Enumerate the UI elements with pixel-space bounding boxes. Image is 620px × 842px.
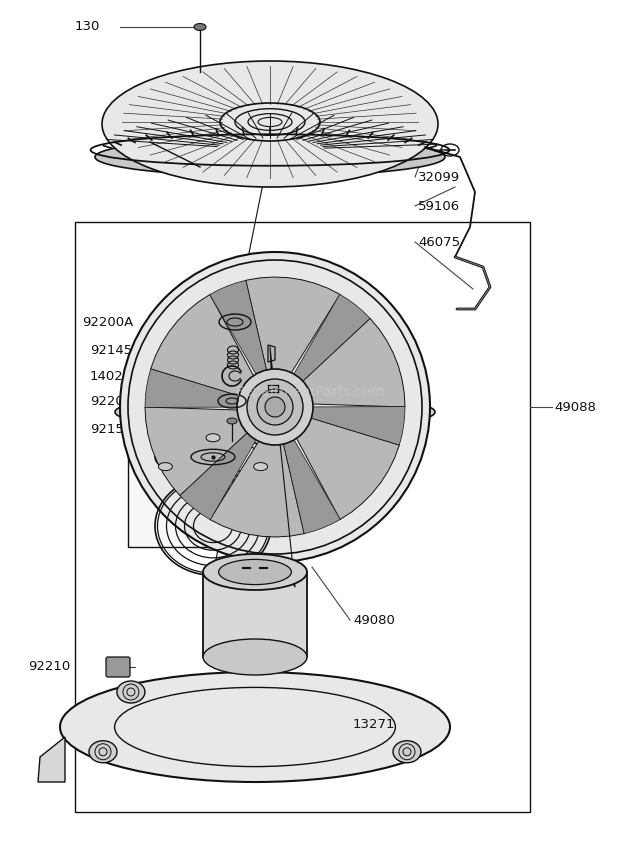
Text: 59106: 59106 <box>418 200 460 212</box>
Text: 92200A: 92200A <box>82 316 133 328</box>
Ellipse shape <box>219 559 291 584</box>
Ellipse shape <box>393 741 421 763</box>
Bar <box>203 572 307 657</box>
Ellipse shape <box>203 554 307 590</box>
Text: 59101: 59101 <box>390 401 432 413</box>
Polygon shape <box>151 295 256 397</box>
Text: 92145A: 92145A <box>350 344 401 356</box>
Ellipse shape <box>203 639 307 675</box>
Text: 49080: 49080 <box>353 614 395 626</box>
Polygon shape <box>291 294 370 385</box>
Bar <box>75 222 530 812</box>
Text: 46075: 46075 <box>418 236 460 248</box>
Polygon shape <box>210 436 304 537</box>
Text: 32099: 32099 <box>418 170 460 184</box>
Ellipse shape <box>206 434 220 442</box>
Ellipse shape <box>60 672 450 782</box>
Ellipse shape <box>102 61 438 187</box>
Bar <box>128 412 313 547</box>
Text: 13271: 13271 <box>353 717 396 731</box>
Polygon shape <box>246 277 340 378</box>
Polygon shape <box>38 737 65 782</box>
Polygon shape <box>210 280 268 380</box>
Ellipse shape <box>115 393 435 431</box>
Text: 92145: 92145 <box>90 344 132 356</box>
Polygon shape <box>180 429 259 520</box>
Ellipse shape <box>265 397 285 417</box>
Ellipse shape <box>95 138 445 176</box>
Ellipse shape <box>254 462 268 471</box>
Polygon shape <box>145 369 244 408</box>
Ellipse shape <box>89 741 117 763</box>
Text: 92145B: 92145B <box>350 466 401 478</box>
Ellipse shape <box>247 379 303 435</box>
Ellipse shape <box>158 462 172 471</box>
Text: 92210: 92210 <box>28 660 70 674</box>
Ellipse shape <box>237 369 313 445</box>
Text: RepairmentParts.com: RepairmentParts.com <box>236 385 384 399</box>
Ellipse shape <box>194 24 206 30</box>
Text: 130: 130 <box>75 19 100 33</box>
Text: 92200: 92200 <box>90 395 132 408</box>
Polygon shape <box>294 417 399 520</box>
Ellipse shape <box>257 389 293 425</box>
Polygon shape <box>282 434 340 534</box>
Text: 13165: 13165 <box>350 377 392 391</box>
Text: 92151: 92151 <box>90 423 133 435</box>
Ellipse shape <box>227 418 237 424</box>
Ellipse shape <box>117 681 145 703</box>
Polygon shape <box>306 407 405 445</box>
Ellipse shape <box>120 252 430 562</box>
Polygon shape <box>298 318 405 407</box>
FancyBboxPatch shape <box>106 657 130 677</box>
Polygon shape <box>145 407 252 496</box>
Text: 49088: 49088 <box>554 401 596 413</box>
Text: 14020: 14020 <box>90 370 132 382</box>
Bar <box>268 385 278 392</box>
